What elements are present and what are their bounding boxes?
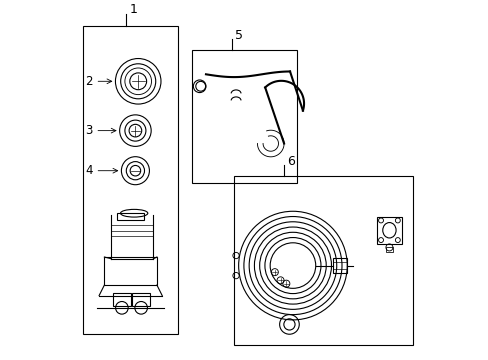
Bar: [83, 26, 178, 334]
Bar: [376, 217, 401, 244]
Bar: [104, 257, 157, 285]
Text: 2: 2: [85, 75, 111, 88]
Bar: [234, 176, 412, 345]
Bar: [117, 213, 143, 220]
Text: 6: 6: [287, 155, 295, 168]
Bar: [132, 293, 150, 306]
Bar: [192, 50, 296, 184]
Text: 4: 4: [85, 164, 118, 177]
Bar: [113, 293, 130, 306]
Bar: [385, 247, 392, 252]
Text: 1: 1: [129, 3, 137, 16]
Text: 3: 3: [85, 124, 116, 137]
Text: 5: 5: [235, 28, 243, 41]
Bar: [332, 258, 346, 273]
